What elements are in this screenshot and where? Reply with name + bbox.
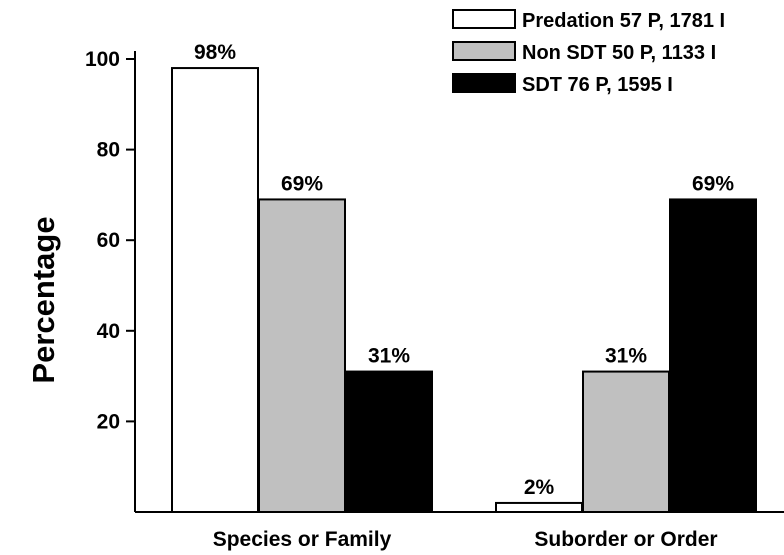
legend-entry-label: SDT 76 P, 1595 I — [522, 74, 673, 96]
y-tick-label: 60 — [97, 229, 120, 252]
bar-value-label: 31% — [368, 345, 410, 368]
x-category-label: Species or Family — [213, 528, 392, 551]
bar-value-label: 98% — [194, 41, 236, 64]
legend-entry-label: Predation 57 P, 1781 I — [522, 10, 725, 32]
bars: 98% 69% 31% Species or Family 2% 31% 69% Subord… — [171, 41, 757, 551]
legend-swatch — [452, 41, 516, 61]
bar-3-1 — [345, 370, 433, 513]
bar-1-2 — [495, 501, 583, 514]
bar-value-label: 31% — [605, 345, 647, 368]
bar-value-label: 69% — [281, 172, 323, 195]
y-tick-label: 80 — [97, 139, 120, 162]
bar-2-1 — [258, 198, 346, 513]
legend-entry-label: Non SDT 50 P, 1133 I — [522, 42, 716, 64]
y-tick-label: 40 — [97, 320, 120, 343]
legend-swatch — [452, 73, 516, 93]
bar-1-1 — [171, 67, 259, 513]
legend: Predation 57 P, 1781 I Non SDT 50 P, 1133… — [452, 9, 725, 96]
x-category-label: Suborder or Order — [534, 528, 717, 551]
y-tick-label: 20 — [97, 410, 120, 433]
y-tick-label: 100 — [85, 48, 120, 71]
bar-value-label: 2% — [524, 476, 555, 499]
legend-swatch — [452, 9, 516, 29]
bar-value-label: 69% — [692, 172, 734, 195]
bar-3-2 — [669, 198, 757, 513]
y-axis-title: Percentage — [26, 216, 61, 383]
bar-2-2 — [582, 370, 670, 513]
